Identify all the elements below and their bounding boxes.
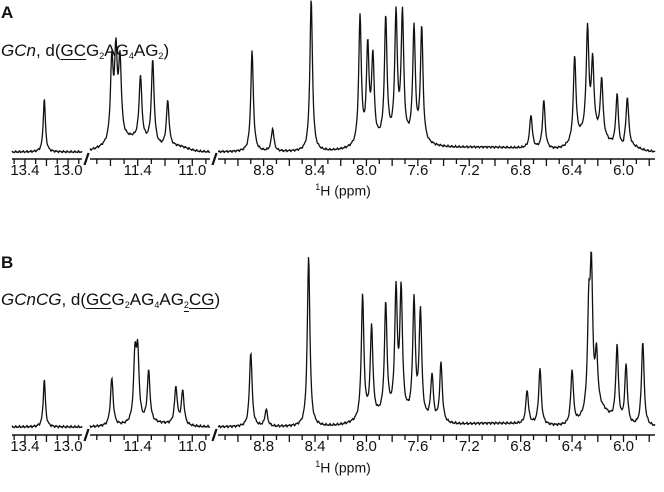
panel-b-x-axis [12,428,655,442]
tick-label: 6.4 [561,162,583,179]
sequence-fragment: 2 [158,51,164,61]
tick-label: 7.2 [458,162,480,179]
tick-label: 8.8 [253,162,275,179]
tick-label: 6.0 [613,162,634,179]
panel-b-sequence-title: GCnCG, d(GCG2AG4AG2CG) [1,290,220,310]
tick-label: 6.4 [561,438,583,455]
sequence-fragment: ) [163,41,170,60]
sequence-fragment: 2 [183,300,189,310]
tick-label: 6.8 [510,162,532,179]
tick-label: 8.0 [356,162,377,179]
sequence-fragment: 4 [128,51,134,61]
tick-label: 11.0 [178,438,207,455]
panel-a-spectrum [11,0,656,154]
panel-b-sep: , d( [61,290,87,309]
panel-a-x-axis-title: 1H (ppm) [315,182,371,199]
sequence-fragment: 2 [99,51,105,61]
tick-label: 8.8 [253,438,275,455]
sequence-fragment: ) [214,290,221,309]
panel-b-x-axis-title: 1H (ppm) [315,459,371,476]
panel-b-label: B [1,253,14,272]
axis-title-superscript: 1 [315,182,321,192]
tick-label: 11.0 [178,162,207,179]
tick-label: 6.8 [510,438,532,455]
tick-label: 11.4 [123,438,152,455]
panel-b-sample-name: GCnCG [1,290,62,309]
sequence-fragment: AG [129,290,155,309]
sequence-fragment: 4 [154,300,160,310]
tick-label: 8.4 [304,438,326,455]
tick-label: 7.6 [407,162,429,179]
sequence-fragment: AG [159,290,184,309]
axis-title-text: H (ppm) [320,182,371,199]
panel-b-sequence: GCG2AG4AG2CG) [86,290,221,310]
tick-label: 13.4 [10,162,40,179]
sequence-fragment: GC [60,41,87,60]
tick-label: 7.2 [458,438,480,455]
tick-label: 8.4 [304,162,326,179]
axis-title-text: H (ppm) [320,459,371,476]
tick-label: 13.0 [53,162,83,179]
axis-title-superscript: 1 [315,459,321,469]
sequence-fragment: G [111,290,125,309]
panel-a-sequence-title: GCn, d(GCG2AG4AG2) [1,41,169,61]
sequence-fragment: G [86,41,100,60]
tick-label: 11.4 [123,162,152,179]
sequence-fragment: AG [133,41,159,60]
panel-a-x-axis [12,152,655,166]
tick-label: 7.6 [407,438,429,455]
tick-label: 6.0 [613,438,634,455]
tick-label: 8.0 [356,438,377,455]
sequence-fragment: 2 [124,300,130,310]
panel-a-sep: , d( [35,41,61,60]
sequence-fragment: GC [86,290,112,309]
panel-a-label: A [1,3,14,22]
sequence-fragment: CG [188,290,215,309]
tick-label: 13.4 [10,438,40,455]
tick-label: 13.0 [53,438,83,455]
panel-a-sample-name: GCn [1,41,36,60]
panel-b-spectrum [11,251,656,429]
